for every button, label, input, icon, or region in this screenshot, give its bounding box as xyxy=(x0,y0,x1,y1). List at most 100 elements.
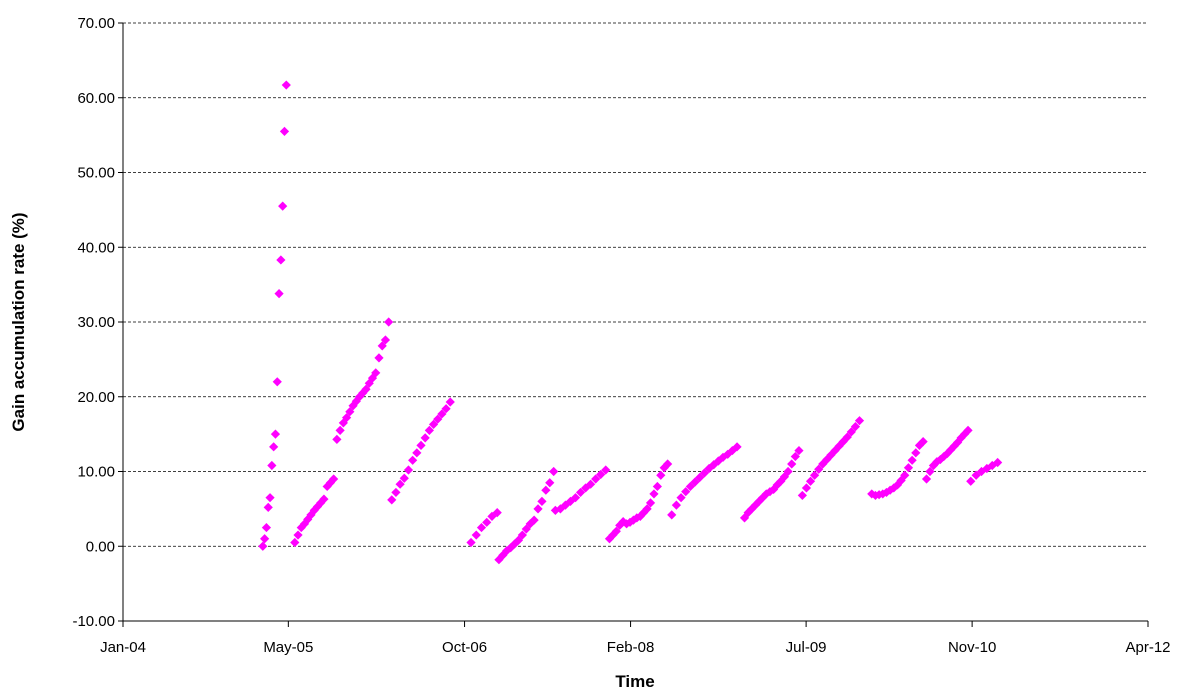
data-point xyxy=(565,496,576,506)
data-point xyxy=(596,469,606,480)
data-point xyxy=(342,413,352,423)
data-point xyxy=(628,515,639,525)
data-point xyxy=(420,433,430,443)
data-point xyxy=(345,407,355,417)
data-point xyxy=(541,485,551,495)
data-point xyxy=(779,472,790,482)
data-point xyxy=(476,522,487,533)
data-point xyxy=(441,404,451,414)
data-point xyxy=(704,463,714,474)
data-point xyxy=(790,451,800,462)
data-point xyxy=(316,498,326,508)
data-point xyxy=(982,463,992,474)
data-point xyxy=(713,456,723,466)
data-point xyxy=(818,459,828,469)
data-point xyxy=(471,530,481,540)
data-point xyxy=(822,454,832,465)
data-point xyxy=(743,508,753,518)
data-point xyxy=(896,475,906,486)
data-point xyxy=(867,489,877,499)
data-point xyxy=(260,534,270,544)
data-point xyxy=(272,377,282,387)
data-point xyxy=(338,418,348,428)
data-point xyxy=(966,476,976,486)
data-point xyxy=(279,126,290,136)
data-point xyxy=(681,487,691,497)
data-point xyxy=(642,504,652,514)
data-point xyxy=(797,490,807,501)
data-point xyxy=(709,460,719,470)
data-point xyxy=(615,520,625,530)
data-point xyxy=(732,442,742,452)
data-point xyxy=(322,481,332,492)
y-axis-ticks: -10.00 0.00 10.00 20.00 30.00 40.00 50.00 60.00… xyxy=(72,15,123,630)
data-point xyxy=(263,502,273,512)
data-point xyxy=(374,353,384,363)
data-point xyxy=(946,445,956,455)
data-point xyxy=(758,493,768,503)
data-point xyxy=(949,441,959,451)
data-point xyxy=(676,493,686,503)
data-point xyxy=(750,500,761,510)
data-point xyxy=(258,541,268,551)
x-tick-label: Nov-10 xyxy=(948,639,996,656)
data-point xyxy=(517,530,527,540)
data-point xyxy=(739,513,750,523)
x-tick-label: Jul-09 xyxy=(786,639,827,656)
data-point xyxy=(834,441,844,451)
data-point xyxy=(466,537,476,548)
data-point xyxy=(299,519,310,529)
data-point xyxy=(659,463,669,473)
x-tick-label: May-05 xyxy=(263,639,313,656)
data-point xyxy=(509,539,520,549)
x-tick-label: Feb-08 xyxy=(607,639,655,656)
data-point xyxy=(269,442,279,452)
data-point xyxy=(846,427,856,437)
data-point xyxy=(625,517,635,527)
y-tick-label: 70.00 xyxy=(77,15,115,32)
data-point xyxy=(810,470,820,480)
data-point xyxy=(494,555,504,565)
data-point xyxy=(685,481,695,492)
data-point xyxy=(533,504,543,514)
data-point xyxy=(332,434,342,444)
data-point xyxy=(649,489,659,499)
y-tick-label: 20.00 xyxy=(77,389,115,406)
data-point xyxy=(963,425,973,435)
data-point xyxy=(395,479,405,489)
data-point xyxy=(348,401,358,411)
data-point xyxy=(358,388,368,398)
data-point xyxy=(293,530,303,540)
y-tick-label: 50.00 xyxy=(77,165,115,182)
data-point xyxy=(601,465,611,475)
data-point xyxy=(408,455,418,465)
x-tick-label: Apr-12 xyxy=(1125,639,1170,656)
data-point xyxy=(445,397,455,407)
data-point xyxy=(319,494,329,504)
data-point xyxy=(914,440,925,450)
data-point xyxy=(399,473,409,483)
data-point xyxy=(325,478,336,488)
data-point xyxy=(361,384,371,394)
data-point xyxy=(645,498,656,508)
data-point xyxy=(794,445,804,456)
data-point xyxy=(391,487,401,498)
x-tick-label: Jan-04 xyxy=(100,639,146,656)
y-tick-label: 0.00 xyxy=(86,538,115,555)
x-axis-title: Time xyxy=(615,672,654,691)
data-point xyxy=(695,472,705,483)
data-point xyxy=(575,487,586,498)
data-point xyxy=(932,457,942,467)
data-point xyxy=(881,487,892,498)
data-point xyxy=(371,368,381,378)
data-point xyxy=(604,534,615,544)
data-point xyxy=(903,463,914,473)
data-point xyxy=(560,500,571,510)
data-point xyxy=(537,496,547,506)
data-point xyxy=(525,519,535,529)
data-point xyxy=(830,445,840,456)
data-point xyxy=(911,448,921,458)
x-tick-label: Oct-06 xyxy=(442,639,487,656)
data-point xyxy=(907,455,917,465)
y-axis-title: Gain accumulation rate (%) xyxy=(9,212,28,431)
